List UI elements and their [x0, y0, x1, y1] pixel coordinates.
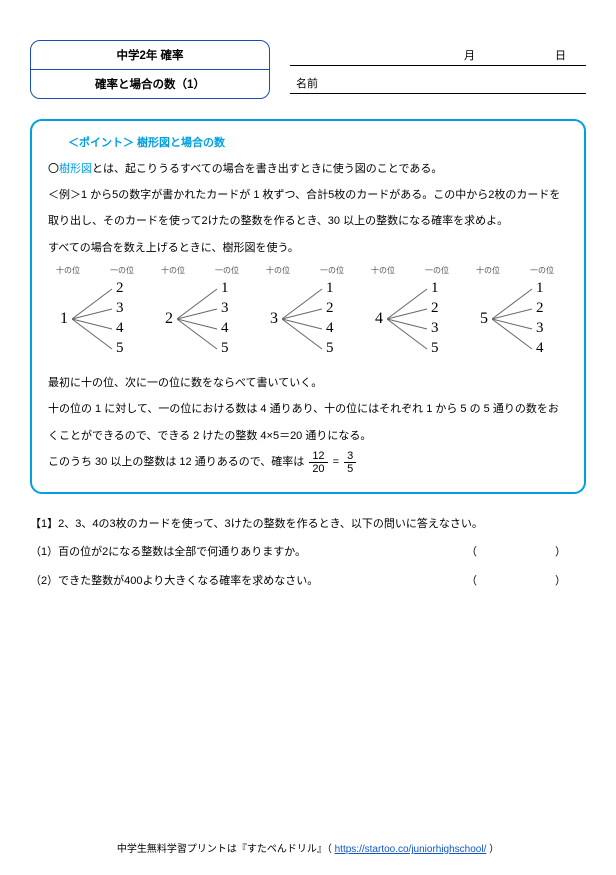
tree-leaf: 4 [326, 321, 334, 336]
tree-lines-icon [282, 279, 324, 359]
tree-leaf: 1 [326, 281, 334, 296]
name-label: 名前 [296, 78, 318, 90]
tree-header-left: 十の位 [371, 267, 395, 275]
tree-root: 4 [375, 311, 383, 327]
month-label: 月 [464, 47, 475, 63]
example-text: ＜例＞1 から5の数字が書かれたカードが 1 枚ずつ、合計5枚のカードがある。こ… [48, 182, 568, 235]
tree-diagram-row: 十の位 一の位 1 2 3 4 5 十の位 一の位 2 1 3 4 5 十の位 一の位 3 … [48, 267, 568, 362]
equals: = [333, 456, 342, 468]
point-box: ＜ポイント＞ 樹形図と場合の数 〇樹形図とは、起こりうるすべての場合を書き出すと… [30, 119, 586, 494]
answer-paren-1: （ ） [466, 538, 586, 567]
tree-root: 1 [60, 311, 68, 327]
answer-paren-2: （ ） [466, 567, 586, 596]
footer-post: ） [486, 844, 499, 855]
tree-leaf: 5 [221, 341, 229, 356]
tree-diagram: 十の位 一の位 4 1 2 3 5 [363, 267, 463, 362]
tree-header-left: 十の位 [161, 267, 185, 275]
date-name-block: 月 日 名前 [290, 40, 586, 99]
tree-leaf: 1 [221, 281, 229, 296]
footer-pre: 中学生無料学習プリントは『すたペんドリル』（ [117, 844, 335, 855]
fraction-2: 3 5 [344, 450, 356, 475]
tree-header-right: 一の位 [110, 267, 134, 275]
after-tree-3: このうち 30 以上の整数は 12 通りあるので、確率は 12 20 = 3 5 [48, 449, 568, 475]
tree-header-right: 一の位 [215, 267, 239, 275]
paren-l: （ [466, 538, 477, 567]
tree-header-left: 十の位 [476, 267, 500, 275]
frac2-den: 5 [344, 463, 356, 475]
question-2: （2）できた整数が400より大きくなる確率を求めなさい。 [30, 567, 466, 596]
tree-leaf: 5 [431, 341, 439, 356]
tree-leaf: 2 [326, 301, 334, 316]
tree-root: 5 [480, 311, 488, 327]
tree-leaf: 2 [116, 281, 124, 296]
tree-leaf: 2 [431, 301, 439, 316]
title-box: 中学2年 確率 確率と場合の数（1） [30, 40, 270, 99]
tree-leaf: 1 [536, 281, 544, 296]
tree-leaf: 3 [116, 301, 124, 316]
tree-lines-icon [177, 279, 219, 359]
tree-header-left: 十の位 [266, 267, 290, 275]
point-line-1: 〇樹形図とは、起こりうるすべての場合を書き出すときに使う図のことである。 [48, 156, 568, 182]
after-tree-1: 最初に十の位、次に一の位に数をならべて書いていく。 [48, 370, 568, 396]
tree-header-left: 十の位 [56, 267, 80, 275]
grade-unit: 中学2年 確率 [31, 41, 269, 70]
day-label: 日 [555, 47, 566, 63]
question-1-row: （1）百の位が2になる整数は全部で何通りありますか。 （ ） [30, 538, 586, 567]
pre-tree-text: すべての場合を数え上げるときに、樹形図を使う。 [48, 235, 568, 261]
tree-leaf: 4 [116, 321, 124, 336]
tree-leaf: 5 [116, 341, 124, 356]
tree-leaf: 3 [221, 301, 229, 316]
tree-header-right: 一の位 [530, 267, 554, 275]
frac2-num: 3 [344, 450, 356, 463]
tree-root: 3 [270, 311, 278, 327]
tree-lines-icon [387, 279, 429, 359]
tree-leaf: 3 [431, 321, 439, 336]
subtitle: 確率と場合の数（1） [31, 70, 269, 98]
tree-leaf: 3 [536, 321, 544, 336]
questions-block: 【1】2、3、4の3枚のカードを使って、3けたの整数を作るとき、以下の問いに答え… [30, 510, 586, 596]
question-2-row: （2）できた整数が400より大きくなる確率を求めなさい。 （ ） [30, 567, 586, 596]
tree-header-right: 一の位 [320, 267, 344, 275]
tree-diagram: 十の位 一の位 1 2 3 4 5 [48, 267, 148, 362]
footer-link[interactable]: https://startoo.co/juniorhighschool/ [335, 844, 487, 855]
name-line: 名前 [290, 75, 586, 94]
term-jukeizu: 樹形図 [59, 163, 92, 175]
paren-r: ） [555, 567, 566, 596]
tree-diagram: 十の位 一の位 2 1 3 4 5 [153, 267, 253, 362]
tree-leaf: 4 [536, 341, 544, 356]
point-title: ＜ポイント＞ 樹形図と場合の数 [68, 135, 568, 152]
line1-rest: とは、起こりうるすべての場合を書き出すときに使う図のことである。 [92, 163, 442, 175]
tree-leaf: 1 [431, 281, 439, 296]
tree-leaf: 5 [326, 341, 334, 356]
tree-leaf: 4 [221, 321, 229, 336]
tree-lines-icon [72, 279, 114, 359]
frac1-den: 20 [309, 463, 327, 475]
question-1: （1）百の位が2になる整数は全部で何通りありますか。 [30, 538, 466, 567]
tree-diagram: 十の位 一の位 3 1 2 4 5 [258, 267, 358, 362]
tree-lines-icon [492, 279, 534, 359]
tree-diagram: 十の位 一の位 5 1 2 3 4 [468, 267, 568, 362]
frac1-num: 12 [309, 450, 327, 463]
paren-r: ） [555, 538, 566, 567]
tree-header-right: 一の位 [425, 267, 449, 275]
bullet: 〇 [48, 163, 59, 175]
after3-pre: このうち 30 以上の整数は 12 通りあるので、確率は [48, 456, 307, 468]
tree-leaf: 2 [536, 301, 544, 316]
footer: 中学生無料学習プリントは『すたペんドリル』（ https://startoo.c… [0, 840, 616, 855]
worksheet-header: 中学2年 確率 確率と場合の数（1） 月 日 名前 [30, 40, 586, 99]
paren-l: （ [466, 567, 477, 596]
question-intro: 【1】2、3、4の3枚のカードを使って、3けたの整数を作るとき、以下の問いに答え… [30, 510, 586, 539]
after-tree-2: 十の位の 1 に対して、一の位における数は 4 通りあり、十の位にはそれぞれ 1… [48, 396, 568, 449]
date-line: 月 日 [290, 47, 586, 66]
tree-root: 2 [165, 311, 173, 327]
fraction-1: 12 20 [309, 450, 327, 475]
